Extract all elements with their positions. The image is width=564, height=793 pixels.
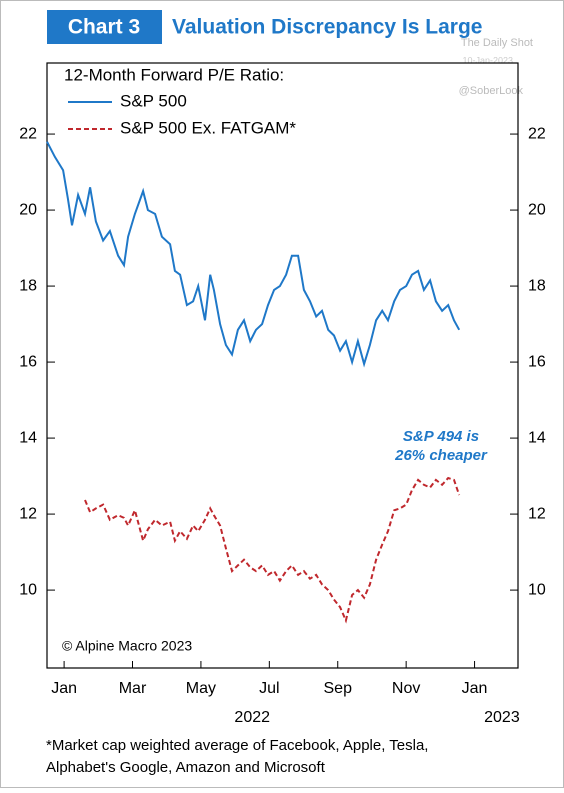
y-tick-label: 10 bbox=[19, 581, 37, 598]
legend-label: S&P 500 Ex. FATGAM* bbox=[120, 118, 296, 137]
y2-tick-label: 18 bbox=[528, 277, 546, 294]
annotation: S&P 494 is bbox=[403, 428, 479, 445]
legend-title: 12-Month Forward P/E Ratio: bbox=[64, 65, 284, 84]
plot-frame bbox=[46, 62, 519, 669]
line-series bbox=[46, 141, 461, 368]
y-tick-label: 18 bbox=[19, 277, 37, 294]
footnote: Alphabet's Google, Amazon and Microsoft bbox=[46, 759, 326, 776]
annotation: 26% cheaper bbox=[394, 447, 488, 464]
x-tick-label: Jan bbox=[462, 680, 488, 697]
x-group-label: 2022 bbox=[234, 709, 270, 726]
y2-tick-label: 16 bbox=[528, 353, 546, 370]
y-tick-label: 14 bbox=[19, 429, 37, 446]
y-tick-label: 20 bbox=[19, 201, 37, 218]
watermark: 10-Jan-2023 bbox=[462, 55, 513, 65]
x-tick-label: Jan bbox=[51, 680, 77, 697]
x-tick-label: Mar bbox=[119, 680, 147, 697]
y-tick-label: 12 bbox=[19, 505, 37, 522]
badge: Chart 3 bbox=[68, 16, 140, 39]
y2-tick-label: 12 bbox=[528, 505, 546, 522]
y-tick-label: 22 bbox=[19, 125, 37, 142]
line-series bbox=[84, 476, 461, 624]
title: Valuation Discrepancy Is Large bbox=[172, 16, 482, 39]
watermark: The Daily Shot bbox=[461, 37, 533, 49]
x-tick-label: Nov bbox=[392, 680, 420, 697]
y2-tick-label: 20 bbox=[528, 201, 546, 218]
x-group-label: 2023 bbox=[484, 709, 520, 726]
x-tick-label: Jul bbox=[259, 680, 279, 697]
x-tick-label: May bbox=[186, 680, 216, 697]
source: © Alpine Macro 2023 bbox=[62, 638, 192, 654]
footnote: *Market cap weighted average of Facebook… bbox=[46, 737, 428, 754]
x-tick-label: Sep bbox=[324, 680, 353, 697]
watermark: @SoberLook bbox=[459, 85, 524, 97]
legend-label: S&P 500 bbox=[120, 91, 187, 110]
y-tick-label: 16 bbox=[19, 353, 37, 370]
y2-tick-label: 14 bbox=[528, 429, 546, 446]
y2-tick-label: 22 bbox=[528, 125, 546, 142]
badge-box bbox=[47, 10, 162, 44]
y2-tick-label: 10 bbox=[528, 581, 546, 598]
